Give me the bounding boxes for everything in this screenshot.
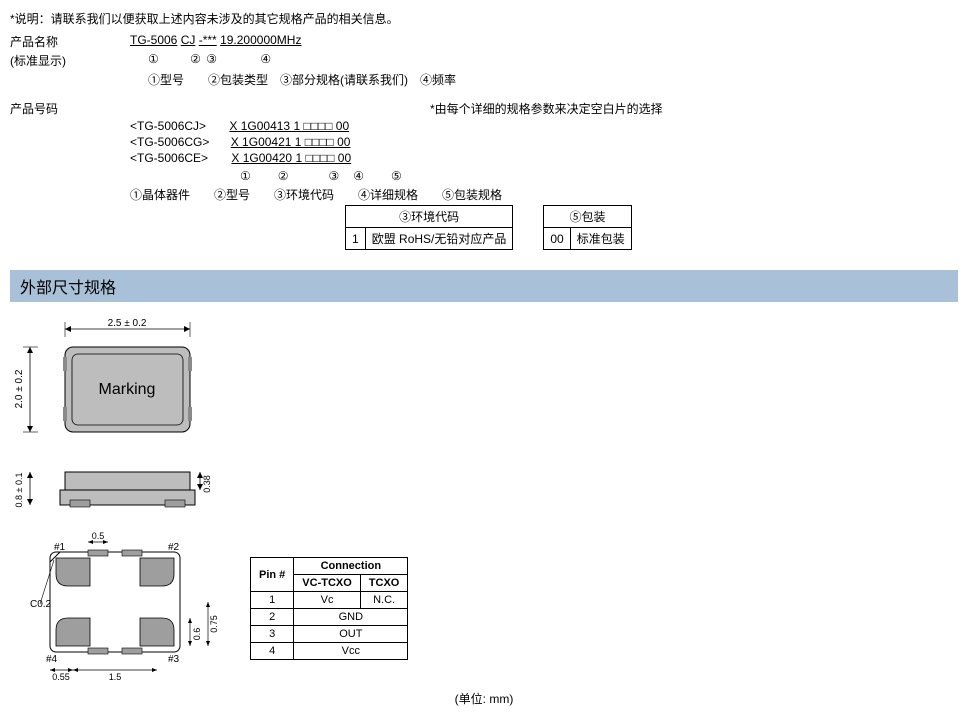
pin-4-val: Vcc — [294, 643, 408, 660]
pkg-desc: 标准包装 — [570, 228, 631, 250]
dim-notch: 0.5 — [92, 532, 105, 541]
part-name-2: <TG-5006CE> — [130, 151, 208, 165]
top-view-svg: 2.5 ± 0.2 2.0 ± 0.2 Marking — [10, 317, 220, 447]
circled-1: ① — [148, 52, 159, 66]
part-legend: ①晶体器件 ②型号 ③环境代码 ④详细规格 ⑤包装规格 — [130, 188, 502, 202]
pin-3-val: OUT — [294, 626, 408, 643]
env-header: ③环境代码 — [346, 206, 513, 228]
pkg-table: ⑤包装 00 标准包装 — [543, 205, 631, 250]
pn-part1: TG-5006 — [130, 33, 177, 47]
circled-3: ③ — [206, 52, 217, 66]
tables-row: ③环境代码 1 欧盟 RoHS/无铅对应产品 ⑤包装 00 标准包装 — [10, 205, 958, 250]
pin-sub-tc: TCXO — [360, 575, 408, 592]
pin2-label: #2 — [168, 542, 180, 553]
dim-bot-w1: 0.55 — [52, 672, 70, 682]
product-name-row: 产品名称 TG-5006 CJ -*** 19.200000MHz — [10, 33, 958, 50]
dim-bot-h1: 0.6 — [192, 628, 202, 641]
env-table: ③环境代码 1 欧盟 RoHS/无铅对应产品 — [345, 205, 513, 250]
label-product-name: 产品名称 — [10, 35, 58, 49]
pin-2: 2 — [251, 609, 294, 626]
part-code-1: X 1G00421 1 □□□□ 00 — [231, 135, 351, 149]
env-desc: 欧盟 RoHS/无铅对应产品 — [365, 228, 513, 250]
pkg-header: ⑤包装 — [544, 206, 631, 228]
pin3-label: #3 — [168, 654, 180, 665]
pin-1-tc: N.C. — [360, 592, 408, 609]
pn-part3: -*** — [199, 33, 217, 47]
part-circled-row: ① ② ③ ④ ⑤ — [10, 167, 958, 184]
marking-text: Marking — [99, 381, 156, 398]
label-product-number: 产品号码 — [10, 102, 58, 116]
dim-bot-w2: 1.5 — [109, 672, 122, 682]
product-number-row: 产品号码 *由每个详细的规格参数来决定空白片的选择 — [10, 100, 958, 117]
pn-legend-row: ①型号 ②包装类型 ③部分规格(请联系我们) ④频率 — [10, 71, 958, 88]
info-note: *说明：请联系我们以便获取上述内容未涉及的其它规格产品的相关信息。 — [10, 10, 958, 27]
part-name-0: <TG-5006CJ> — [130, 119, 206, 133]
env-code: 1 — [346, 228, 366, 250]
pin1-label: #1 — [54, 542, 66, 553]
part-code-2: X 1G00420 1 □□□□ 00 — [231, 151, 351, 165]
dim-side-h: 0.8 ± 0.1 — [14, 473, 24, 508]
circled-2: ② — [190, 52, 201, 66]
pin-table: Pin # Connection VC-TCXO TCXO 1 Vc N.C. … — [250, 557, 408, 660]
dim-width: 2.5 ± 0.2 — [108, 318, 147, 329]
pn-legend: ①型号 ②包装类型 ③部分规格(请联系我们) ④频率 — [148, 73, 456, 87]
pin-3: 3 — [251, 626, 294, 643]
diagrams-container: 2.5 ± 0.2 2.0 ± 0.2 Marking 0.8 ± 0.1 — [10, 317, 958, 682]
pkg-code: 00 — [544, 228, 570, 250]
pin4-label: #4 — [46, 654, 58, 665]
part-row-0: <TG-5006CJ> X 1G00413 1 □□□□ 00 — [10, 119, 958, 133]
pin-sub-vc: VC-TCXO — [294, 575, 361, 592]
pn-part4: 19.200000MHz — [220, 33, 301, 47]
dim-side-step: 0.38 — [202, 475, 212, 493]
bottom-view-svg: 0.5 C0.2 #1 #2 #3 #4 — [10, 532, 220, 682]
circled-4: ④ — [260, 52, 271, 66]
pin-th-pin: Pin # — [251, 558, 294, 592]
pin-1-vc: Vc — [294, 592, 361, 609]
blank-note: *由每个详细的规格参数来决定空白片的选择 — [430, 102, 663, 116]
section-header-dimensions: 外部尺寸规格 — [10, 270, 958, 302]
part-circled: ① ② ③ ④ ⑤ — [240, 169, 403, 183]
dim-height: 2.0 ± 0.2 — [14, 369, 25, 408]
label-std-display: (标准显示) — [10, 54, 66, 68]
pin-4: 4 — [251, 643, 294, 660]
pn-part2: CJ — [181, 33, 196, 47]
unit-label: (单位: mm) — [10, 690, 958, 707]
part-row-1: <TG-5006CG> X 1G00421 1 □□□□ 00 — [10, 135, 958, 149]
dim-bot-h2: 0.75 — [209, 615, 219, 633]
pin-2-val: GND — [294, 609, 408, 626]
pin-1: 1 — [251, 592, 294, 609]
part-legend-row: ①晶体器件 ②型号 ③环境代码 ④详细规格 ⑤包装规格 — [10, 186, 958, 203]
pin-th-conn: Connection — [294, 558, 408, 575]
part-row-2: <TG-5006CE> X 1G00420 1 □□□□ 00 — [10, 151, 958, 165]
part-code-0: X 1G00413 1 □□□□ 00 — [229, 119, 349, 133]
part-name-1: <TG-5006CG> — [130, 135, 209, 149]
side-view-svg: 0.8 ± 0.1 0.38 — [10, 462, 220, 517]
std-display-row: (标准显示) ① ② ③ ④ — [10, 52, 958, 69]
